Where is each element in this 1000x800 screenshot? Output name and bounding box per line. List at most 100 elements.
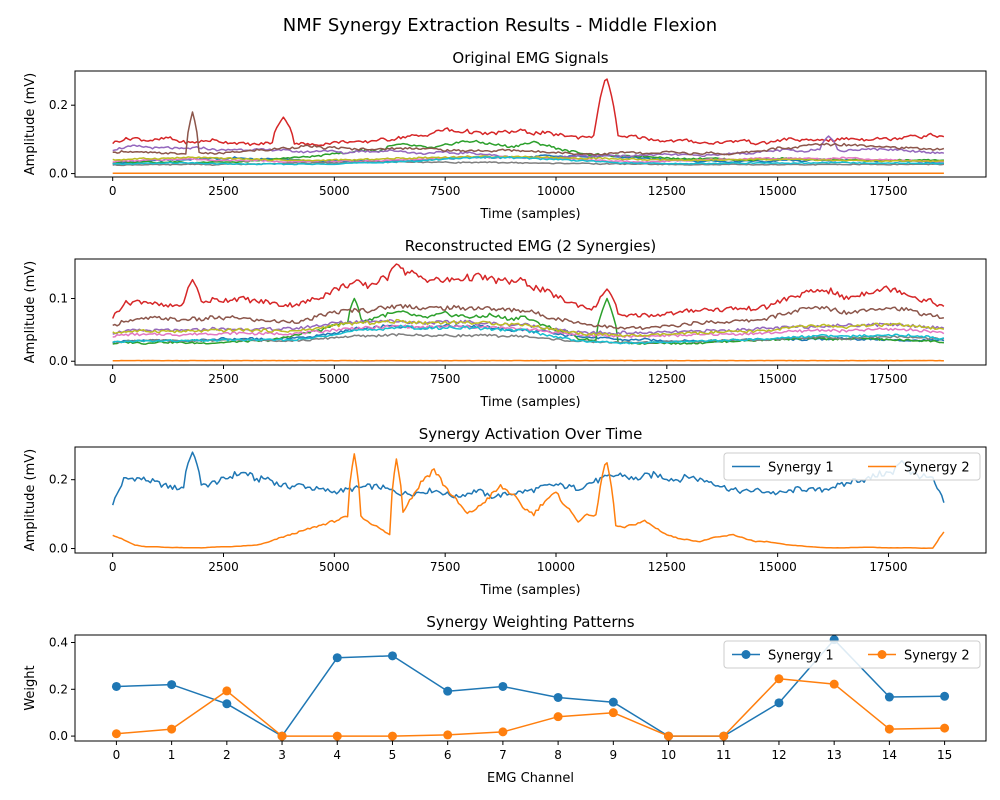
panel-title: Synergy Activation Over Time [419, 425, 643, 443]
x-tick-label: 2500 [208, 372, 239, 386]
plot-area [112, 263, 945, 362]
x-axis-label: Time (samples) [479, 395, 580, 410]
legend: Synergy 1 Synergy 2 [723, 452, 981, 481]
series-1-point-15 [940, 691, 950, 701]
legend: Synergy 1 Synergy 2 [723, 640, 981, 669]
legend-label-1: Synergy 1 [768, 649, 834, 664]
chart-panel-3: Synergy Activation Over Time 0 2500 5000 750… [23, 425, 987, 598]
y-axis-label: Weight [23, 665, 38, 710]
x-tick-label: 15000 [759, 372, 797, 386]
y-axis-label: Amplitude (mV) [23, 73, 38, 175]
series-line-2 [116, 678, 945, 737]
series-2-point-11 [719, 731, 729, 741]
x-axis-label: EMG Channel [487, 771, 574, 786]
series-2-point-8 [553, 712, 563, 722]
series-line-6 [112, 303, 945, 331]
series-2-point-9 [608, 708, 618, 718]
y-tick-label: 0.2 [49, 98, 68, 112]
series-2-point-6 [443, 730, 453, 740]
series-1-point-0 [111, 681, 121, 691]
panel-title: Synergy Weighting Patterns [426, 613, 634, 631]
x-tick-label: 2500 [208, 560, 239, 574]
x-tick-label: 17500 [869, 184, 907, 198]
plot-area [111, 635, 950, 741]
x-tick-label: 4 [333, 748, 341, 762]
x-tick-label: 5000 [319, 184, 350, 198]
series-1-point-6 [443, 686, 453, 696]
series-2-point-15 [940, 723, 950, 733]
series-1-point-4 [332, 653, 342, 663]
legend-marker-2 [877, 650, 887, 659]
x-tick-label: 0 [113, 748, 121, 762]
series-2-point-2 [222, 686, 232, 696]
legend-label-2: Synergy 2 [904, 649, 970, 664]
series-2-point-13 [829, 679, 839, 689]
x-tick-label: 0 [109, 560, 117, 574]
series-1-point-8 [553, 692, 563, 702]
x-tick-label: 13 [827, 748, 842, 762]
x-tick-label: 15 [937, 748, 952, 762]
axes-frame [74, 70, 987, 178]
series-line-10 [112, 324, 945, 345]
y-tick-label: 0.4 [49, 635, 68, 649]
y-tick-label: 0.1 [49, 292, 68, 306]
legend-label-2: Synergy 2 [904, 461, 970, 476]
x-tick-label: 12500 [648, 184, 686, 198]
x-tick-label: 14 [882, 748, 897, 762]
x-tick-label: 7500 [430, 372, 461, 386]
chart-panel-2: Reconstructed EMG (2 Synergies) 0 2500 5000… [23, 237, 987, 410]
legend-box [723, 452, 981, 481]
series-2-point-1 [167, 724, 177, 734]
series-2-point-14 [884, 724, 894, 734]
x-tick-label: 3 [278, 748, 286, 762]
x-tick-label: 12500 [648, 560, 686, 574]
series-2-point-0 [111, 729, 121, 739]
series-line-10 [112, 155, 945, 166]
x-tick-label: 7500 [430, 184, 461, 198]
series-line-4 [112, 78, 945, 147]
y-tick-label: 0.2 [49, 682, 68, 696]
series-line-1 [111, 451, 945, 506]
series-1-point-5 [387, 651, 397, 661]
series-1-point-14 [884, 692, 894, 702]
panel-title: Original EMG Signals [452, 49, 608, 67]
x-tick-label: 12500 [648, 372, 686, 386]
x-tick-label: 5 [389, 748, 397, 762]
plot-area [111, 451, 945, 549]
y-tick-label: 0.0 [49, 354, 68, 368]
axes-frame [74, 258, 987, 366]
x-tick-label: 10000 [537, 372, 575, 386]
plot-area [112, 78, 945, 175]
series-2-point-3 [277, 731, 287, 741]
x-tick-label: 10 [661, 748, 676, 762]
x-tick-label: 10000 [537, 560, 575, 574]
x-tick-label: 17500 [869, 560, 907, 574]
chart-panel-1: Original EMG Signals 0 2500 5000 7500 10000 12… [23, 49, 987, 222]
x-tick-label: 11 [716, 748, 731, 762]
legend-box [723, 640, 981, 669]
x-axis-label: Time (samples) [479, 207, 580, 222]
axes-frame [74, 446, 987, 554]
series-1-point-2 [222, 699, 232, 709]
x-tick-label: 5000 [319, 372, 350, 386]
series-line-7 [112, 324, 945, 339]
x-tick-label: 7 [499, 748, 507, 762]
series-line-1 [116, 638, 945, 737]
legend-label-1: Synergy 1 [768, 461, 834, 476]
x-axis-label: Time (samples) [479, 583, 580, 598]
series-line-2 [112, 453, 945, 549]
series-2-point-4 [332, 731, 342, 741]
y-axis-label: Amplitude (mV) [23, 261, 38, 363]
series-2-point-5 [387, 731, 397, 741]
series-line-4 [112, 263, 945, 319]
x-tick-label: 15000 [759, 184, 797, 198]
x-tick-label: 17500 [869, 372, 907, 386]
panels: Original EMG Signals 0 2500 5000 7500 10000 12… [23, 49, 987, 786]
x-tick-label: 8 [554, 748, 562, 762]
series-2-point-12 [774, 674, 784, 684]
series-1-point-7 [498, 681, 508, 691]
x-tick-label: 2 [223, 748, 231, 762]
series-line-9 [112, 318, 945, 338]
x-tick-label: 2500 [208, 184, 239, 198]
